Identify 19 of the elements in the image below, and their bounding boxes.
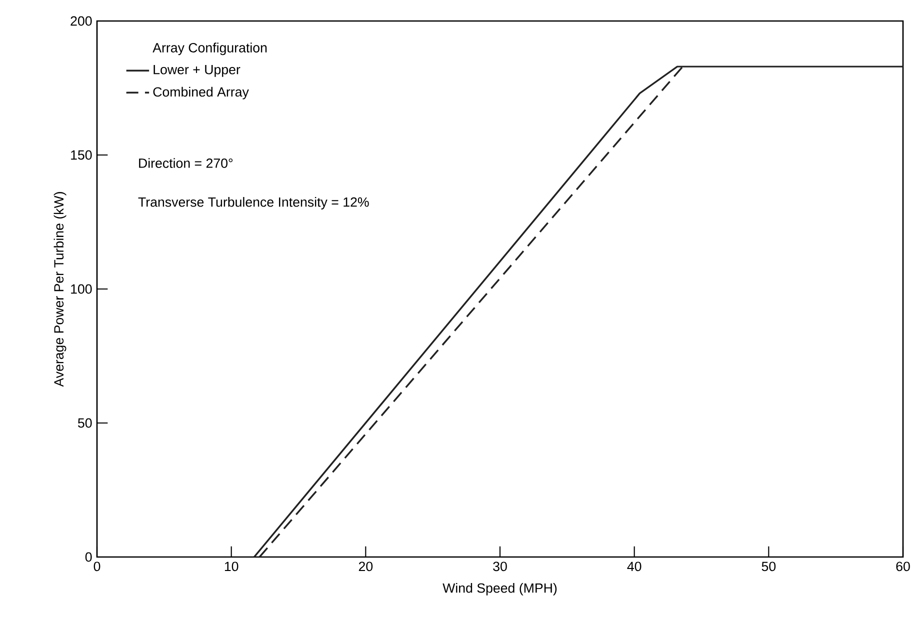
x-tick-label: 50 <box>762 562 776 572</box>
x-tick-label: 0 <box>94 562 100 572</box>
y-tick-label: 0 <box>85 552 92 562</box>
legend-title: Array Configuration <box>152 42 267 56</box>
annotation: Transverse Turbulence Intensity = 12% <box>138 197 369 210</box>
x-axis-title: Wind Speed (MPH) <box>442 582 557 596</box>
x-tick-label: 10 <box>224 562 238 572</box>
x-tick-label: 40 <box>627 562 642 572</box>
x-tick-label: 60 <box>896 562 910 572</box>
y-tick-label: 150 <box>71 150 92 160</box>
y-tick-label: 50 <box>78 418 92 428</box>
x-tick-label: 30 <box>493 562 507 572</box>
y-axis-title: Average Power Per Turbine (kW) <box>54 192 66 387</box>
annotation: Direction = 270° <box>139 158 233 168</box>
y-tick-label: 200 <box>70 16 92 26</box>
x-tick-label: 20 <box>358 562 373 572</box>
y-tick-label: 100 <box>71 284 92 294</box>
legend-label: Combined Array <box>153 86 249 100</box>
legend-label: Lower + Upper <box>154 64 240 77</box>
